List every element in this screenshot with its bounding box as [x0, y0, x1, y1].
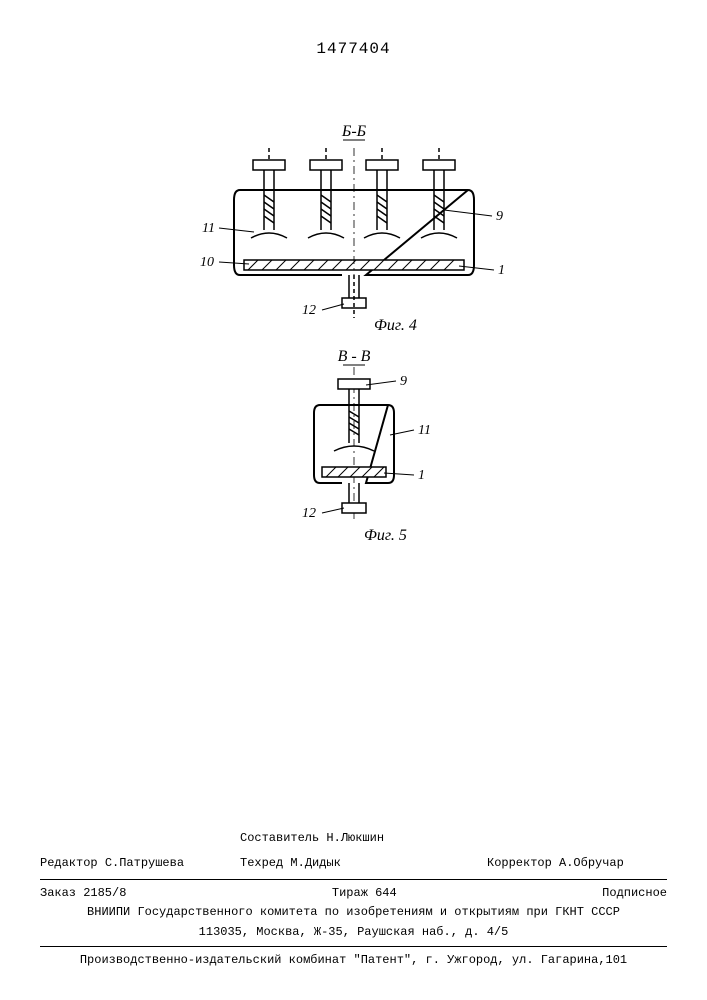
figure-5: В - В — [234, 345, 474, 565]
corrector-label: Корректор — [487, 856, 552, 870]
callout-1: 1 — [418, 468, 425, 483]
fig4-section-label: Б-Б — [340, 123, 366, 140]
fig4-bottom-screw — [342, 275, 366, 318]
order-row: Заказ 2185/8 Тираж 644 Подписное — [40, 884, 667, 903]
subscription: Подписное — [602, 884, 667, 903]
callout-1: 1 — [498, 263, 505, 278]
editor-name: С.Патрушева — [105, 856, 184, 870]
editor-label: Редактор — [40, 856, 98, 870]
callout-11: 11 — [202, 221, 215, 236]
compiler: Составитель Н.Люкшин — [240, 831, 384, 845]
fig5-section-label: В - В — [337, 348, 370, 365]
fig5-caption: Фиг. 5 — [364, 527, 407, 544]
techred-label: Техред — [240, 856, 283, 870]
callout-9: 9 — [400, 374, 407, 389]
rule-2 — [40, 946, 667, 947]
printer-line: Производственно-издательский комбинат "П… — [40, 951, 667, 970]
circulation: Тираж 644 — [332, 884, 397, 903]
figures-block: Б-Б — [154, 120, 554, 570]
fig4-caption: Фиг. 4 — [374, 317, 417, 334]
callout-9: 9 — [496, 209, 503, 224]
callout-10: 10 — [200, 255, 214, 270]
org-line-1: ВНИИПИ Государственного комитета по изоб… — [40, 903, 667, 922]
org-line-2: 113035, Москва, Ж-35, Раушская наб., д. … — [40, 923, 667, 942]
techred-name: М.Дидык — [290, 856, 340, 870]
callout-12: 12 — [302, 506, 316, 521]
credits-row-2: Редактор С.Патрушева Техред М.Дидык Корр… — [40, 854, 667, 873]
callout-11: 11 — [418, 423, 431, 438]
patent-page: 1477404 Б-Б — [0, 0, 707, 1000]
credits-row-1: Составитель Н.Люкшин — [40, 829, 667, 848]
footer-block: Составитель Н.Люкшин Редактор С.Патрушев… — [40, 823, 667, 970]
callout-12: 12 — [302, 303, 316, 318]
corrector-name: А.Обручар — [559, 856, 624, 870]
fig5-base-plate — [322, 467, 386, 477]
figure-4: Б-Б — [174, 120, 534, 370]
order-number: Заказ 2185/8 — [40, 884, 126, 903]
patent-number: 1477404 — [316, 40, 390, 58]
rule-1 — [40, 879, 667, 880]
